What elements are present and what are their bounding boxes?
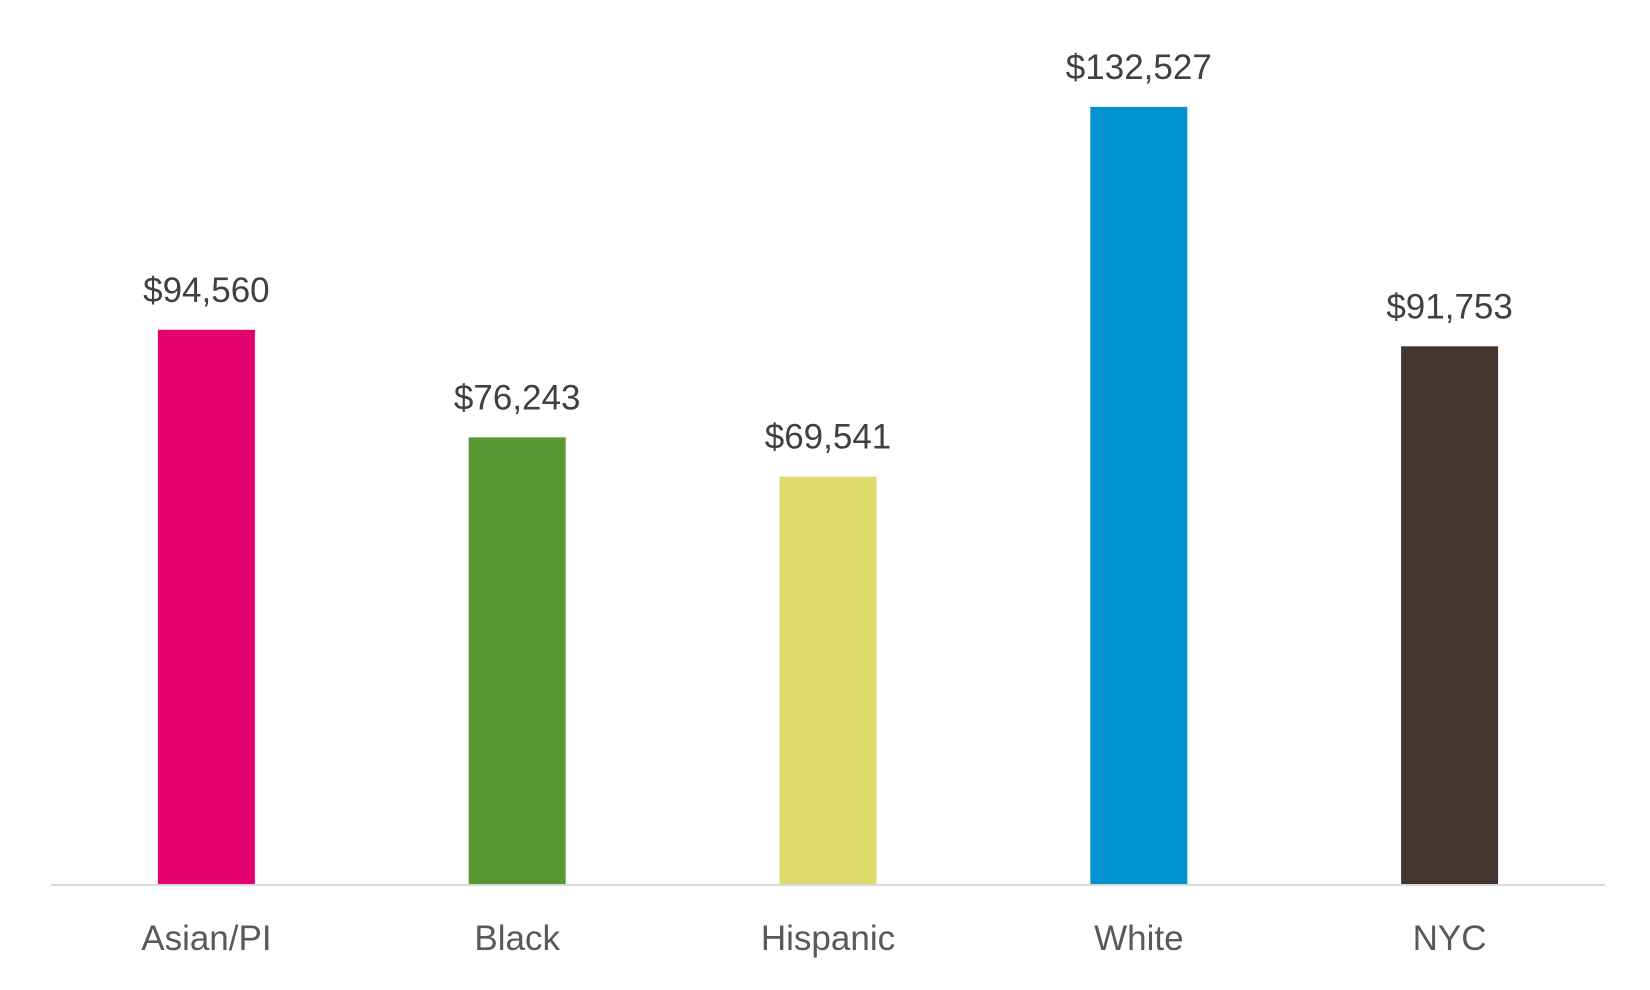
x-axis-tick-labels: Asian/PI Black Hispanic White NYC bbox=[141, 919, 1486, 958]
tick-label-asian-pi: Asian/PI bbox=[141, 919, 271, 958]
bar-white bbox=[1090, 106, 1188, 885]
data-label-white: $132,527 bbox=[1066, 48, 1212, 87]
tick-label-black: Black bbox=[474, 919, 560, 958]
bar-hispanic bbox=[779, 476, 877, 885]
data-labels-group: $94,560 $76,243 $69,541 $132,527 $91,753 bbox=[143, 48, 1513, 457]
data-label-hispanic: $69,541 bbox=[765, 418, 892, 457]
bar-nyc bbox=[1401, 346, 1499, 885]
bar-black bbox=[468, 437, 566, 885]
tick-label-white: White bbox=[1094, 919, 1183, 958]
bar-asian-pi bbox=[157, 329, 255, 885]
bars-group bbox=[157, 106, 1499, 885]
data-label-asian-pi: $94,560 bbox=[143, 271, 270, 310]
data-label-black: $76,243 bbox=[454, 378, 581, 417]
tick-label-nyc: NYC bbox=[1413, 919, 1487, 958]
data-label-nyc: $91,753 bbox=[1386, 287, 1513, 326]
tick-label-hispanic: Hispanic bbox=[761, 919, 895, 958]
